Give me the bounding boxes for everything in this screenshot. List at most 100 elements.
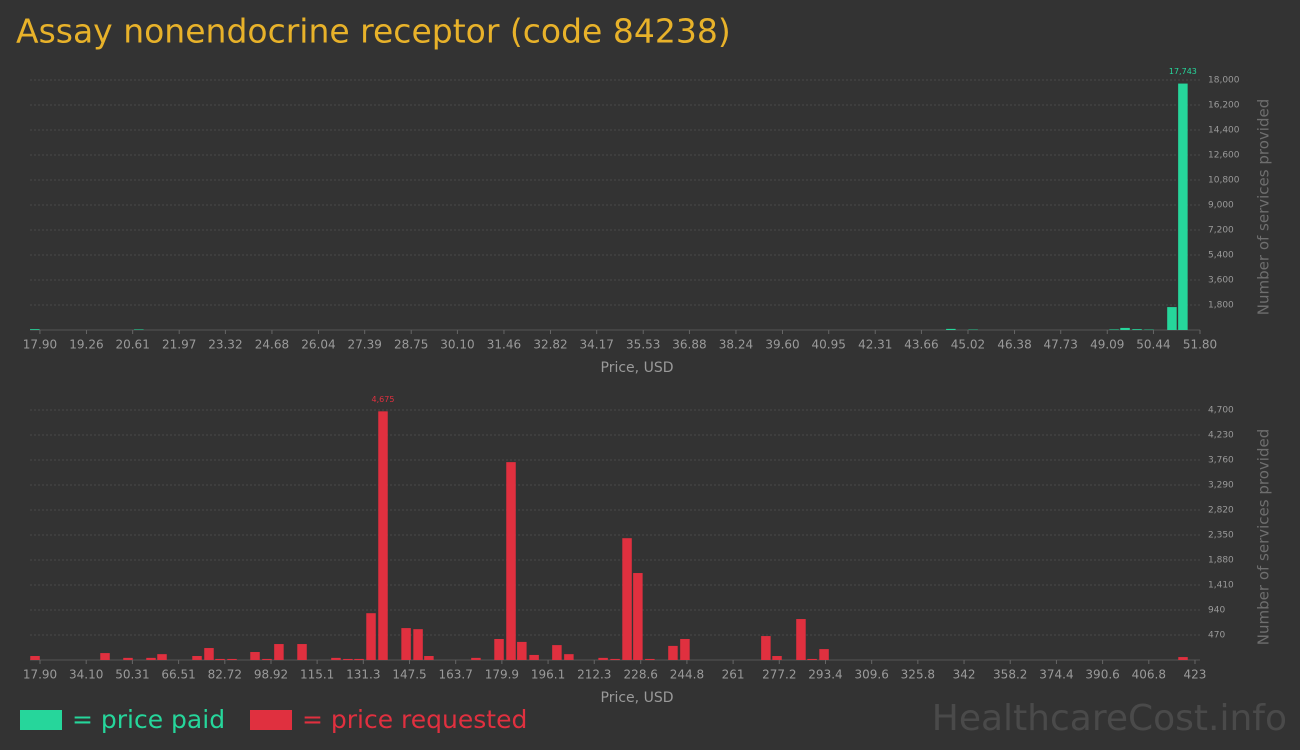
x-tick-label: 115.1 <box>300 668 334 682</box>
bar <box>1109 329 1119 330</box>
bar <box>215 658 225 660</box>
x-tick-label: 196.1 <box>531 668 565 682</box>
x-tick-label: 24.68 <box>255 338 289 352</box>
y-tick-label: 10,800 <box>1208 176 1240 186</box>
y-tick-label: 1,880 <box>1208 556 1234 566</box>
bar <box>30 656 40 660</box>
x-tick-label: 374.4 <box>1039 668 1073 682</box>
x-tick-label: 40.95 <box>812 338 846 352</box>
bar <box>331 657 341 660</box>
bar <box>297 644 307 660</box>
bar <box>680 638 690 660</box>
x-tick-label: 131.3 <box>346 668 380 682</box>
x-tick-label: 244.8 <box>670 668 704 682</box>
x-tick-label: 342 <box>953 668 976 682</box>
bar <box>134 329 144 330</box>
x-tick-label: 34.17 <box>580 338 614 352</box>
y-tick-label: 1,800 <box>1208 301 1234 311</box>
y-tick-label: 14,400 <box>1208 126 1240 136</box>
bar <box>227 658 237 660</box>
x-axis-label: Price, USD <box>601 360 674 376</box>
x-tick-label: 293.4 <box>808 668 842 682</box>
x-tick-label: 38.24 <box>719 338 753 352</box>
y-tick-label: 5,400 <box>1208 251 1234 261</box>
bar <box>157 654 167 660</box>
x-tick-label: 30.10 <box>440 338 474 352</box>
x-tick-label: 212.3 <box>577 668 611 682</box>
legend-swatch <box>20 710 62 730</box>
x-tick-label: 23.32 <box>208 338 242 352</box>
bar <box>100 653 110 660</box>
bar <box>517 641 527 660</box>
x-tick-label: 17.90 <box>23 668 57 682</box>
x-tick-label: 34.10 <box>69 668 103 682</box>
bar <box>494 638 504 660</box>
value-label: 17,743 <box>1169 67 1197 76</box>
x-tick-label: 358.2 <box>993 668 1027 682</box>
value-label: 4,675 <box>372 395 395 404</box>
y-tick-label: 470 <box>1208 631 1225 641</box>
y-tick-label: 2,350 <box>1208 531 1234 541</box>
x-tick-label: 98.92 <box>254 668 288 682</box>
bar <box>819 649 829 660</box>
x-tick-label: 27.39 <box>347 338 381 352</box>
bar <box>761 636 771 660</box>
x-tick-label: 406.8 <box>1132 668 1166 682</box>
x-axis-label: Price, USD <box>601 690 674 706</box>
bar <box>192 656 202 660</box>
y-axis-label: Number of services provided <box>1255 99 1273 315</box>
bar <box>1178 657 1188 660</box>
bar <box>772 656 782 660</box>
x-tick-label: 35.53 <box>626 338 660 352</box>
x-tick-label: 50.44 <box>1136 338 1170 352</box>
x-tick-label: 228.6 <box>624 668 658 682</box>
x-tick-label: 19.26 <box>69 338 103 352</box>
x-tick-label: 17.90 <box>23 338 57 352</box>
bar <box>366 613 376 660</box>
x-tick-label: 32.82 <box>533 338 567 352</box>
x-tick-label: 423 <box>1184 668 1207 682</box>
bar <box>413 629 423 660</box>
x-tick-label: 26.04 <box>301 338 335 352</box>
bar <box>1178 83 1188 330</box>
y-tick-label: 12,600 <box>1208 151 1240 161</box>
y-axis-label: Number of services provided <box>1255 429 1273 645</box>
x-tick-label: 147.5 <box>392 668 426 682</box>
bar <box>204 648 214 660</box>
x-tick-label: 49.09 <box>1090 338 1124 352</box>
bar <box>424 656 434 660</box>
y-tick-label: 1,410 <box>1208 581 1234 591</box>
bar <box>471 657 481 660</box>
x-tick-label: 39.60 <box>765 338 799 352</box>
bar <box>506 462 516 660</box>
legend-label: = price requested <box>302 705 527 734</box>
bar <box>354 658 364 660</box>
x-tick-label: 20.61 <box>115 338 149 352</box>
x-tick-label: 28.75 <box>394 338 428 352</box>
bar <box>946 328 956 330</box>
bar <box>401 628 411 660</box>
x-tick-label: 42.31 <box>858 338 892 352</box>
x-tick-label: 309.6 <box>854 668 888 682</box>
x-tick-label: 325.8 <box>901 668 935 682</box>
x-tick-label: 31.46 <box>487 338 521 352</box>
x-tick-label: 277.2 <box>762 668 796 682</box>
bar <box>146 657 156 660</box>
x-tick-label: 66.51 <box>161 668 195 682</box>
x-tick-label: 45.02 <box>951 338 985 352</box>
x-tick-label: 47.73 <box>1044 338 1078 352</box>
bar <box>622 538 632 660</box>
bar <box>1132 329 1142 330</box>
x-tick-label: 21.97 <box>162 338 196 352</box>
x-tick-label: 51.80 <box>1183 338 1217 352</box>
y-tick-label: 4,700 <box>1208 406 1234 416</box>
bar <box>598 657 608 660</box>
bar <box>1167 307 1177 330</box>
bar <box>250 652 260 660</box>
bar <box>529 654 539 660</box>
legend-label: = price paid <box>72 705 225 734</box>
bar <box>610 658 620 660</box>
legend-swatch <box>250 710 292 730</box>
